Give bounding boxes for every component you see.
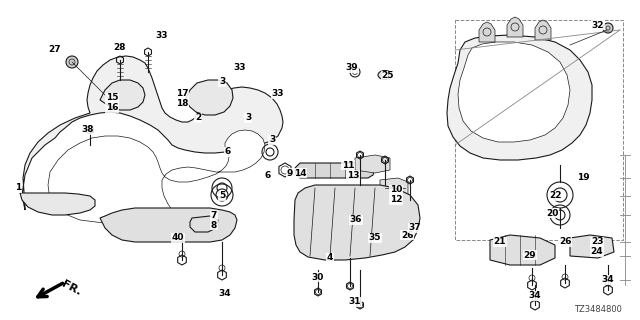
Text: 12: 12	[390, 196, 403, 204]
Polygon shape	[295, 163, 375, 178]
Text: 23: 23	[591, 237, 604, 246]
Text: FR.: FR.	[60, 279, 83, 297]
Text: 18: 18	[176, 99, 188, 108]
Polygon shape	[490, 235, 555, 265]
Ellipse shape	[378, 70, 392, 79]
Text: 35: 35	[369, 234, 381, 243]
Text: 34: 34	[219, 290, 231, 299]
Text: 13: 13	[347, 171, 359, 180]
Text: 10: 10	[390, 186, 402, 195]
Text: 33: 33	[156, 30, 168, 39]
Polygon shape	[479, 22, 495, 42]
Polygon shape	[294, 185, 420, 260]
Polygon shape	[100, 208, 237, 242]
Polygon shape	[535, 20, 551, 40]
Text: 21: 21	[493, 237, 506, 246]
Text: 26: 26	[559, 237, 572, 246]
Bar	[455, 20, 623, 240]
Circle shape	[603, 23, 613, 33]
Polygon shape	[458, 42, 570, 142]
Text: 2: 2	[195, 114, 201, 123]
Polygon shape	[22, 56, 283, 210]
Polygon shape	[507, 17, 523, 37]
Text: 15: 15	[106, 93, 118, 102]
Text: 25: 25	[381, 71, 394, 81]
Text: 34: 34	[602, 276, 614, 284]
Polygon shape	[380, 178, 408, 198]
Text: 27: 27	[49, 45, 61, 54]
Text: 20: 20	[546, 209, 558, 218]
Text: 24: 24	[591, 247, 604, 257]
Text: 5: 5	[219, 191, 225, 201]
Text: 37: 37	[409, 223, 421, 233]
Polygon shape	[100, 80, 145, 110]
Text: 26: 26	[401, 230, 413, 239]
Text: 33: 33	[272, 90, 284, 99]
Polygon shape	[20, 193, 95, 215]
Text: 22: 22	[550, 191, 563, 201]
Text: 33: 33	[234, 63, 246, 73]
Text: 29: 29	[524, 251, 536, 260]
Text: 40: 40	[172, 234, 184, 243]
Ellipse shape	[381, 73, 388, 77]
Polygon shape	[185, 80, 233, 115]
Text: 6: 6	[265, 171, 271, 180]
Text: 31: 31	[349, 298, 361, 307]
Text: 34: 34	[529, 292, 541, 300]
Text: 19: 19	[577, 173, 589, 182]
Text: 39: 39	[346, 63, 358, 73]
Polygon shape	[355, 155, 390, 173]
Text: 28: 28	[114, 43, 126, 52]
Text: TZ3484800: TZ3484800	[574, 305, 622, 314]
Circle shape	[66, 56, 78, 68]
Text: 3: 3	[269, 135, 275, 145]
Text: 6: 6	[225, 148, 231, 156]
Text: 1: 1	[15, 183, 21, 193]
Text: 38: 38	[82, 125, 94, 134]
Text: 30: 30	[312, 273, 324, 282]
Polygon shape	[570, 235, 614, 258]
Text: 16: 16	[106, 103, 118, 113]
Polygon shape	[447, 35, 592, 160]
Text: 36: 36	[349, 215, 362, 225]
Text: 8: 8	[211, 220, 217, 229]
Text: 32: 32	[592, 20, 604, 29]
Text: 7: 7	[211, 211, 217, 220]
Text: 3: 3	[245, 114, 251, 123]
Text: 14: 14	[294, 169, 307, 178]
Text: 17: 17	[176, 89, 188, 98]
Text: 3: 3	[219, 77, 225, 86]
Polygon shape	[48, 130, 265, 225]
Text: 11: 11	[342, 161, 355, 170]
Polygon shape	[190, 216, 218, 232]
Text: 9: 9	[287, 169, 293, 178]
Text: 4: 4	[327, 253, 333, 262]
